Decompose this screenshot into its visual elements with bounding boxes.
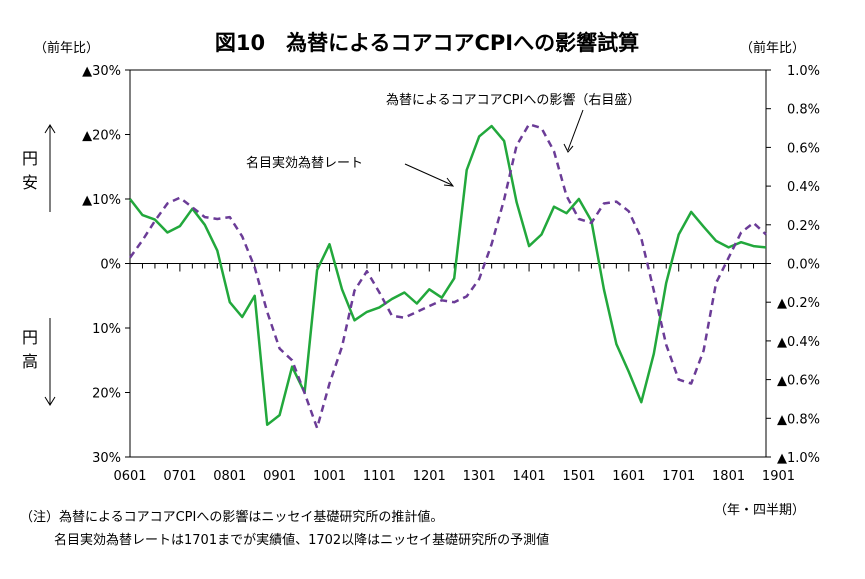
right-axis-tick-labels: 1.0% 0.8% 0.6% 0.4% 0.2% 0.0% ▲0.2% ▲0.4% ▲0.6% ▲… (766, 64, 820, 466)
x-axis-tick-labels: 0601 0701 0801 0901 1001 1101 1201 1301 1401 1501… (113, 469, 795, 484)
right-tick-label: 0.4% (787, 180, 820, 195)
annotation-arrow-neer (404, 163, 453, 186)
x-tick-label: 0901 (263, 469, 296, 484)
side-label-down: 円 高 (22, 318, 56, 406)
right-tick-label: ▲0.6% (777, 374, 820, 389)
side-label-up-char1: 円 (22, 149, 38, 168)
series-layer (128, 122, 767, 430)
x-tick-label: 0801 (213, 469, 246, 484)
side-label-down-char2: 高 (22, 352, 38, 371)
left-tick-label: 0% (100, 258, 121, 273)
note-line-2: 名目実効為替レートは1701までが実績値、1702以降はニッセイ基礎研究所の予測… (54, 532, 549, 548)
x-tick-label: 1201 (413, 469, 446, 484)
left-tick-label: ▲30% (82, 64, 121, 79)
left-tick-label: 10% (92, 322, 121, 337)
right-tick-label: 0.2% (787, 219, 820, 234)
right-tick-label: ▲0.2% (777, 296, 820, 311)
x-tick-label: 1601 (612, 469, 645, 484)
x-axis-ticks (129, 263, 767, 272)
right-tick-label: ▲0.4% (777, 335, 820, 350)
series-line-neer (129, 124, 767, 427)
side-label-up-char2: 安 (22, 173, 38, 192)
x-tick-label: 1001 (313, 469, 346, 484)
x-tick-label: 1701 (662, 469, 695, 484)
annotation-neer: 名目実効為替レート (246, 155, 455, 187)
left-tick-label: 20% (92, 387, 121, 402)
x-tick-label: 1101 (363, 469, 396, 484)
left-axis-tick-labels: ▲30% ▲20% ▲10% 0% 10% 20% 30% (82, 64, 130, 466)
x-tick-label: 1901 (762, 469, 795, 484)
right-tick-label: 0.6% (787, 141, 820, 156)
x-tick-label: 1301 (463, 469, 496, 484)
right-tick-label: 1.0% (787, 64, 820, 79)
left-axis-unit: （前年比） (34, 40, 99, 56)
right-tick-label: 0.0% (787, 258, 820, 273)
series-line-cpi (128, 122, 767, 430)
side-label-down-char1: 円 (22, 328, 38, 347)
x-tick-label: 1401 (513, 469, 546, 484)
right-tick-label: 0.8% (787, 103, 820, 118)
side-label-up: 円 安 (22, 124, 56, 212)
x-tick-label: 1801 (712, 469, 745, 484)
annotation-arrow-cpi (567, 109, 584, 151)
right-axis-unit: （前年比） (740, 40, 805, 56)
x-tick-label: 1501 (562, 469, 595, 484)
series-label-neer: 名目実効為替レート (246, 155, 363, 171)
annotation-cpi: 為替によるコアコアCPIへの影響（右目盛） (386, 92, 640, 153)
x-axis-unit: （年・四半期） (714, 503, 805, 518)
series-label-cpi: 為替によるコアコアCPIへの影響（右目盛） (386, 92, 640, 108)
chart-title: 図10 為替によるコアコアCPIへの影響試算 (215, 31, 639, 55)
left-tick-label: ▲20% (82, 129, 121, 144)
right-tick-label: ▲0.8% (777, 412, 820, 427)
x-tick-label: 0601 (113, 469, 146, 484)
right-tick-label: ▲1.0% (777, 451, 820, 466)
x-tick-label: 0701 (163, 469, 196, 484)
left-tick-label: 30% (92, 451, 121, 466)
left-tick-label: ▲10% (82, 193, 121, 208)
note-line-1: （注）為替によるコアコアCPIへの影響はニッセイ基礎研究所の推計値。 (20, 509, 443, 525)
